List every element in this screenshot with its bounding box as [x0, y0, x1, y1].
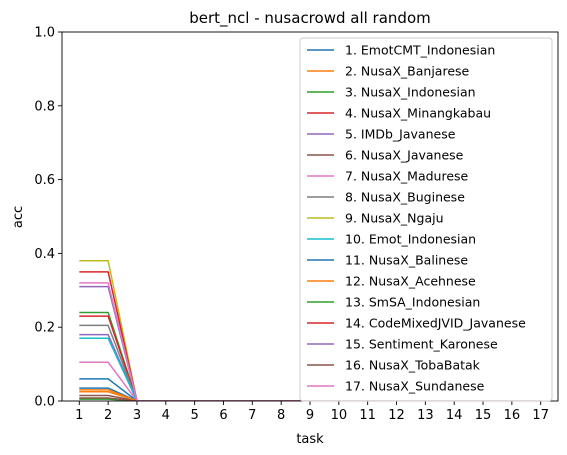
legend-label-4: 4. NusaX_Minangkabau — [345, 106, 491, 121]
legend: 1. EmotCMT_Indonesian 2. NusaX_Banjarese 3… — [299, 37, 553, 402]
x-tick-label: 4 — [162, 408, 170, 423]
x-tick-label: 16 — [504, 408, 521, 423]
legend-label-1: 1. EmotCMT_Indonesian — [345, 43, 495, 58]
legend-label-7: 7. NusaX_Madurese — [345, 169, 469, 184]
x-tick-label: 17 — [532, 408, 549, 423]
chart-title: bert_ncl - nusacrowd all random — [189, 9, 430, 28]
axes-frame: 1 2 3 4 5 6 7 8 9 10 11 12 13 14 15 16 170.00.20.40.60.8… — [34, 26, 559, 423]
x-tick-label: 7 — [248, 408, 256, 423]
x-axis-label: task — [296, 432, 324, 447]
y-tick-label: 0.2 — [34, 321, 55, 336]
x-tick-label: 8 — [277, 408, 285, 423]
x-tick-label: 6 — [219, 408, 227, 423]
x-tick-label: 11 — [359, 408, 376, 423]
x-tick-label: 3 — [133, 408, 141, 423]
y-axis-label: acc — [11, 206, 26, 228]
legend-label-10: 10. Emot_Indonesian — [345, 232, 476, 247]
y-tick-label: 0.8 — [34, 99, 55, 114]
legend-label-16: 16. NusaX_TobaBatak — [345, 358, 481, 373]
legend-label-12: 12. NusaX_Acehnese — [345, 274, 476, 289]
legend-label-17: 17. NusaX_Sundanese — [345, 379, 485, 394]
x-tick-label: 1 — [75, 408, 83, 423]
legend-label-6: 6. NusaX_Javanese — [345, 148, 464, 163]
legend-label-8: 8. NusaX_Buginese — [345, 190, 465, 205]
x-tick-label: 5 — [191, 408, 199, 423]
legend-label-5: 5. IMDb_Javanese — [345, 127, 456, 142]
legend-label-2: 2. NusaX_Banjarese — [345, 64, 470, 79]
x-tick-label: 14 — [446, 408, 463, 423]
legend-label-13: 13. SmSA_Indonesian — [345, 295, 480, 310]
x-tick-label: 10 — [331, 408, 348, 423]
x-tick-label: 13 — [417, 408, 434, 423]
y-tick-label: 1.0 — [34, 26, 55, 41]
y-tick-label: 0.6 — [34, 173, 55, 188]
legend-label-15: 15. Sentiment_Karonese — [345, 337, 498, 352]
x-tick-label: 15 — [475, 408, 492, 423]
x-tick-label: 12 — [388, 408, 405, 423]
x-tick-label: 2 — [104, 408, 112, 423]
legend-label-3: 3. NusaX_Indonesian — [345, 85, 476, 100]
legend-box — [299, 37, 553, 402]
y-tick-label: 0.0 — [34, 395, 55, 410]
y-tick-label: 0.4 — [34, 247, 55, 262]
legend-label-14: 14. CodeMixedJVID_Javanese — [345, 316, 526, 331]
legend-label-9: 9. NusaX_Ngaju — [345, 211, 444, 226]
x-tick-label: 9 — [306, 408, 314, 423]
legend-label-11: 11. NusaX_Balinese — [345, 253, 468, 268]
